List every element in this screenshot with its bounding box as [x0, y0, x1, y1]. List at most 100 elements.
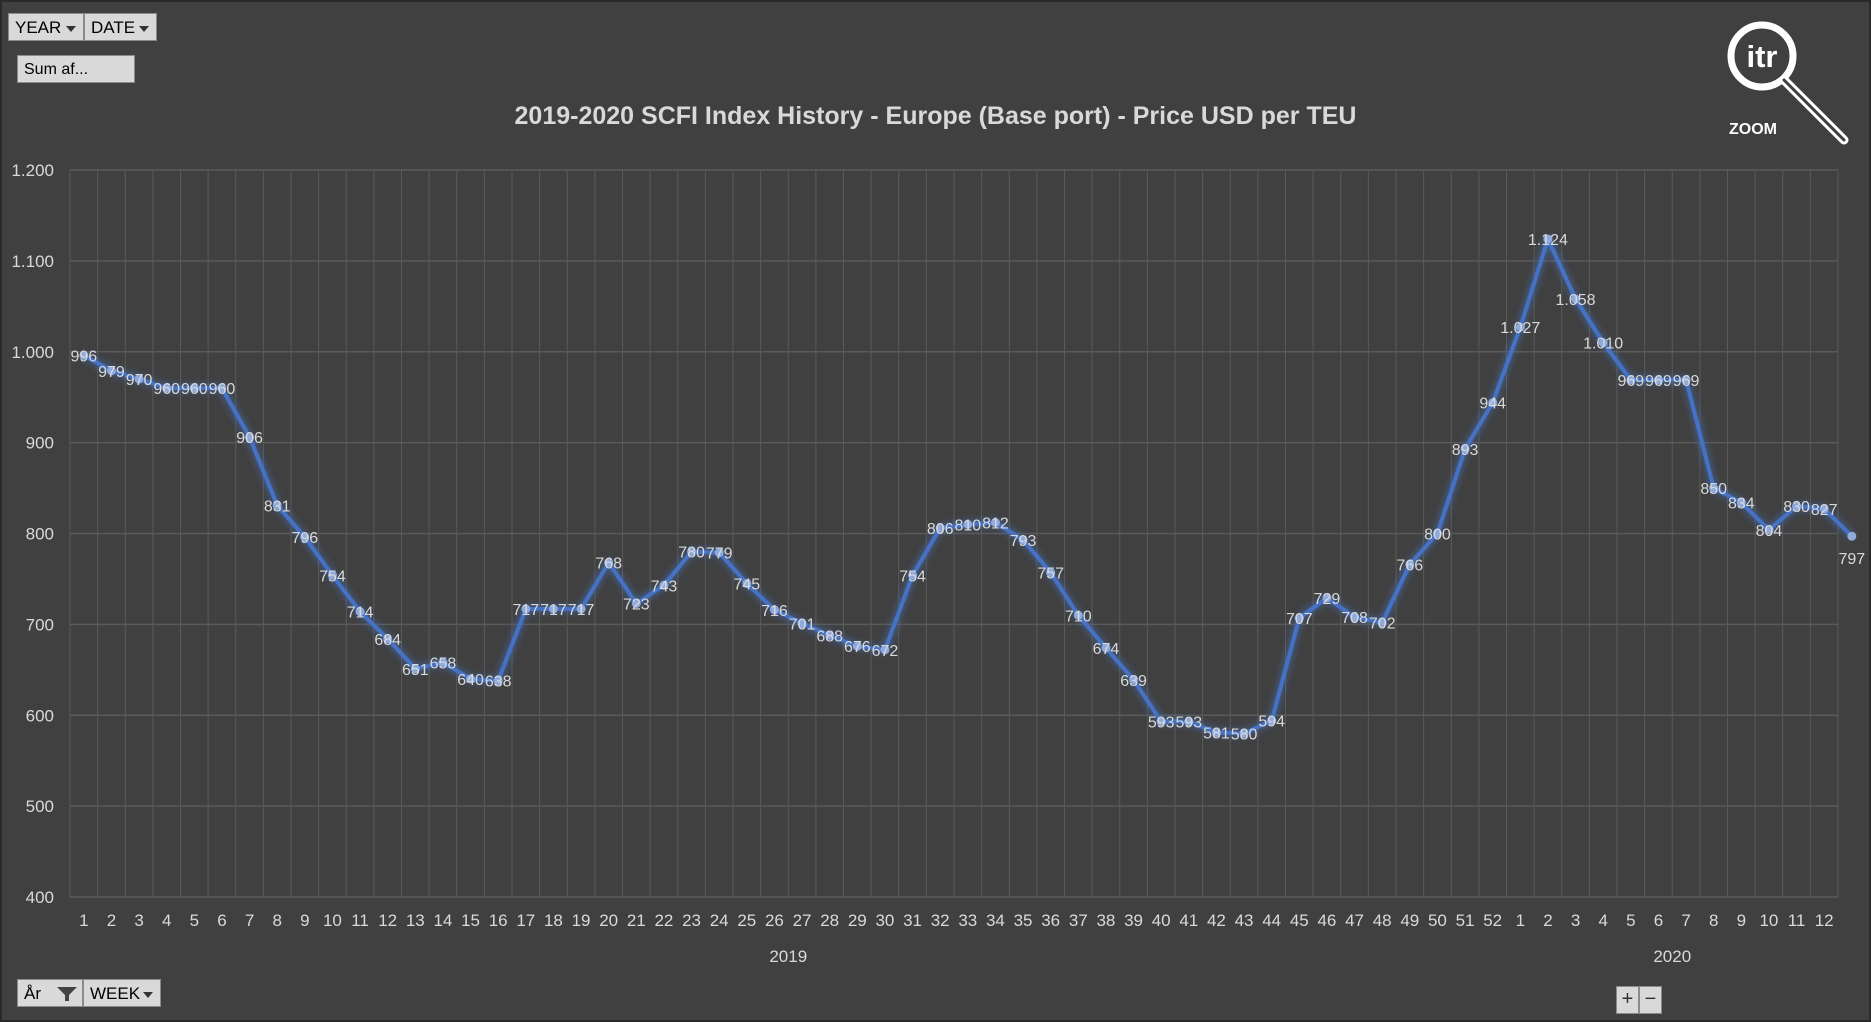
ar-filter-button[interactable]: År — [17, 979, 83, 1007]
x-tick-label: 44 — [1262, 911, 1281, 930]
x-tick-label: 49 — [1400, 911, 1419, 930]
data-label: 827 — [1811, 502, 1838, 519]
data-point — [1598, 338, 1608, 348]
data-label: 702 — [1369, 616, 1396, 633]
data-point — [383, 634, 393, 644]
data-label: 640 — [457, 672, 484, 689]
data-point — [217, 383, 227, 393]
data-label: 710 — [1065, 608, 1092, 625]
x-tick-label: 33 — [958, 911, 977, 930]
x-tick-label: 10 — [323, 911, 342, 930]
x-tick-label: 32 — [931, 911, 950, 930]
data-label: 834 — [1728, 496, 1755, 513]
x-tick-label: 13 — [406, 911, 425, 930]
x-tick-label: 27 — [793, 911, 812, 930]
data-label: 676 — [844, 639, 871, 656]
x-tick-label: 4 — [1598, 911, 1607, 930]
data-point — [79, 350, 89, 360]
data-point — [1819, 504, 1829, 514]
data-point — [1018, 535, 1028, 545]
data-point — [1488, 398, 1498, 408]
data-point — [825, 630, 835, 640]
data-point — [106, 366, 116, 376]
x-tick-label: 45 — [1290, 911, 1309, 930]
x-tick-label: 8 — [1709, 911, 1718, 930]
data-label: 717 — [540, 602, 567, 619]
y-tick-label: 700 — [26, 615, 54, 634]
data-label: 944 — [1479, 396, 1506, 413]
data-label: 812 — [982, 516, 1009, 533]
data-label: 906 — [236, 430, 263, 447]
data-label: 979 — [98, 364, 125, 381]
chevron-down-icon — [66, 26, 76, 32]
x-tick-label: 11 — [351, 911, 369, 930]
data-label: 1.124 — [1528, 232, 1568, 249]
x-tick-label: 16 — [489, 911, 508, 930]
data-point — [1046, 568, 1056, 578]
data-label: 717 — [568, 602, 595, 619]
x-tick-label: 19 — [572, 911, 591, 930]
date-filter-label: DATE — [91, 18, 136, 37]
data-label: 723 — [623, 596, 650, 613]
x-tick-label: 29 — [848, 911, 867, 930]
data-label: 969 — [1673, 373, 1700, 390]
year-filter-button[interactable]: YEAR — [8, 13, 84, 41]
x-tick-label: 18 — [544, 911, 563, 930]
y-tick-label: 1.100 — [11, 252, 54, 271]
x-tick-label: 12 — [378, 911, 397, 930]
x-tick-label: 28 — [820, 911, 839, 930]
logo-text: itr — [1747, 39, 1778, 74]
date-filter-button[interactable]: DATE — [84, 13, 157, 41]
x-tick-label: 37 — [1069, 911, 1088, 930]
sum-field-button[interactable]: Sum af... — [17, 55, 135, 83]
data-point — [1267, 716, 1277, 726]
x-tick-label: 39 — [1124, 911, 1143, 930]
data-label: 674 — [1093, 641, 1120, 658]
zoom-out-button[interactable]: − — [1639, 986, 1662, 1014]
data-point — [1129, 675, 1139, 685]
data-point — [687, 547, 697, 557]
data-label: 960 — [153, 381, 180, 398]
data-point — [1847, 531, 1857, 541]
data-label: 793 — [1010, 533, 1037, 550]
data-point — [1101, 643, 1111, 653]
data-label: 830 — [1783, 499, 1810, 516]
data-label: 717 — [512, 602, 539, 619]
data-label: 754 — [899, 568, 926, 585]
x-tick-label: 1 — [1516, 911, 1525, 930]
sum-field-label: Sum af... — [24, 61, 89, 78]
data-label: 684 — [374, 632, 401, 649]
data-label: 708 — [1341, 610, 1368, 627]
zoom-in-button[interactable]: + — [1616, 986, 1639, 1014]
data-label: 658 — [430, 656, 457, 673]
data-label: 850 — [1700, 481, 1727, 498]
data-label: 580 — [1231, 726, 1258, 743]
data-label: 960 — [209, 381, 236, 398]
x-tick-label: 46 — [1317, 911, 1336, 930]
x-tick-label: 9 — [1737, 911, 1746, 930]
x-tick-label: 21 — [627, 911, 646, 930]
data-label: 688 — [816, 628, 843, 645]
data-label: 701 — [789, 616, 816, 633]
x-tick-label: 36 — [1041, 911, 1060, 930]
week-filter-button[interactable]: WEEK — [83, 979, 161, 1007]
data-label: 810 — [954, 517, 981, 534]
data-point — [659, 580, 669, 590]
data-point — [1405, 559, 1415, 569]
data-point — [189, 383, 199, 393]
data-point — [714, 548, 724, 558]
data-label: 745 — [733, 576, 760, 593]
data-point — [1736, 498, 1746, 508]
data-point — [631, 598, 641, 608]
data-point — [355, 607, 365, 617]
data-point — [769, 605, 779, 615]
data-label: 714 — [347, 605, 374, 622]
data-point — [908, 570, 918, 580]
data-label: 729 — [1314, 591, 1341, 608]
data-point — [548, 604, 558, 614]
data-label: 638 — [485, 674, 512, 691]
data-label: 796 — [291, 530, 318, 547]
data-point — [438, 658, 448, 668]
